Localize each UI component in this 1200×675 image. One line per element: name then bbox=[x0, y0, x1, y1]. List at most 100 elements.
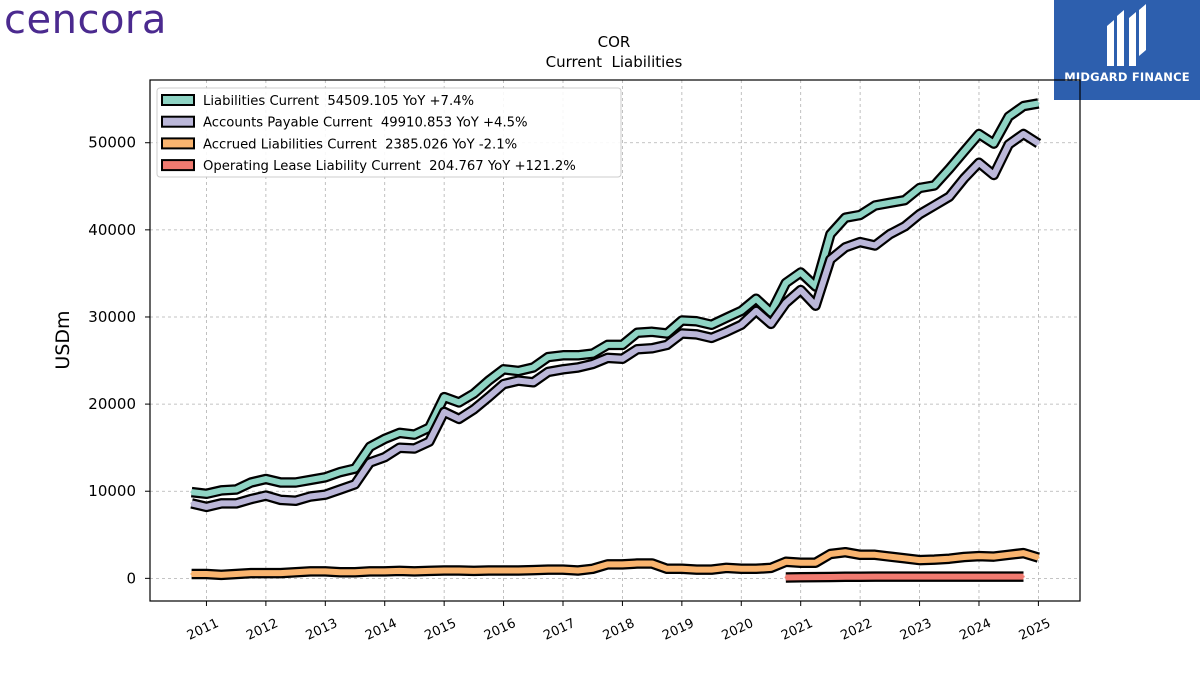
data-point bbox=[383, 570, 386, 573]
data-point bbox=[413, 447, 416, 450]
data-point bbox=[561, 368, 565, 371]
data-point bbox=[309, 570, 312, 573]
data-point bbox=[784, 281, 787, 285]
data-point bbox=[977, 554, 981, 558]
x-tick-label: 2014 bbox=[363, 616, 399, 644]
x-tick-label: 2025 bbox=[1017, 616, 1053, 644]
data-point bbox=[650, 562, 654, 565]
data-point bbox=[933, 184, 936, 187]
data-point bbox=[1037, 102, 1040, 105]
x-tick-label: 2024 bbox=[957, 616, 993, 644]
legend-label: Accounts Payable Current 49910.853 YoY +… bbox=[203, 116, 528, 131]
data-point bbox=[1007, 553, 1010, 556]
data-point bbox=[532, 381, 535, 384]
series-2 bbox=[190, 546, 1040, 581]
legend-swatch bbox=[161, 159, 195, 172]
data-point bbox=[710, 336, 713, 340]
legend-swatch bbox=[161, 137, 195, 150]
data-point bbox=[933, 204, 936, 207]
data-point bbox=[309, 478, 312, 482]
x-tick-label: 2021 bbox=[779, 616, 815, 644]
data-point bbox=[220, 489, 223, 492]
data-point bbox=[443, 569, 446, 572]
data-point bbox=[948, 195, 951, 198]
data-point bbox=[324, 493, 327, 496]
y-tick-label: 10000 bbox=[88, 482, 136, 500]
plot-area-frame bbox=[149, 79, 1081, 602]
data-point bbox=[339, 488, 342, 491]
data-point bbox=[1022, 132, 1025, 136]
data-point bbox=[962, 555, 966, 559]
data-point bbox=[368, 445, 372, 448]
data-point bbox=[621, 343, 624, 347]
y-tick-label: 40000 bbox=[88, 221, 136, 239]
data-point bbox=[754, 567, 758, 570]
data-point bbox=[754, 297, 758, 300]
data-point bbox=[324, 476, 327, 479]
data-point bbox=[309, 495, 312, 498]
data-point bbox=[249, 571, 253, 575]
data-point bbox=[992, 575, 995, 578]
data-point bbox=[532, 568, 535, 572]
data-point bbox=[190, 502, 193, 505]
data-point bbox=[814, 304, 817, 307]
data-point bbox=[517, 369, 520, 373]
data-point bbox=[561, 568, 565, 571]
data-point bbox=[368, 461, 372, 464]
data-point bbox=[205, 505, 208, 509]
data-point bbox=[353, 467, 357, 470]
data-point bbox=[443, 410, 446, 414]
data-point bbox=[339, 470, 342, 474]
data-point bbox=[517, 569, 520, 572]
data-point bbox=[977, 575, 981, 578]
data-point bbox=[665, 332, 669, 335]
data-point bbox=[1022, 104, 1025, 108]
data-point bbox=[903, 557, 906, 560]
data-point bbox=[398, 431, 401, 435]
data-point bbox=[264, 571, 268, 575]
data-point bbox=[962, 150, 966, 153]
data-point bbox=[591, 352, 594, 355]
legend-swatch bbox=[161, 115, 195, 128]
data-point bbox=[205, 492, 208, 495]
legend-label: Accrued Liabilities Current 2385.026 YoY… bbox=[203, 137, 517, 152]
data-point bbox=[992, 142, 995, 145]
chart-title: COR bbox=[598, 33, 631, 51]
data-point bbox=[472, 569, 476, 573]
data-point bbox=[710, 568, 713, 571]
data-point bbox=[933, 575, 936, 578]
data-point bbox=[918, 186, 921, 190]
data-point bbox=[858, 213, 862, 217]
series-line bbox=[190, 131, 1041, 510]
data-point bbox=[383, 437, 386, 441]
data-point bbox=[190, 572, 193, 576]
data-point bbox=[829, 233, 832, 236]
data-point bbox=[621, 357, 624, 360]
data-point bbox=[799, 576, 802, 579]
data-point bbox=[368, 570, 372, 573]
data-point bbox=[650, 330, 654, 333]
data-point bbox=[636, 348, 639, 351]
data-point bbox=[977, 161, 981, 164]
data-point bbox=[962, 575, 966, 578]
x-tick-label: 2023 bbox=[898, 616, 934, 644]
data-point bbox=[205, 572, 208, 576]
data-point bbox=[457, 417, 461, 421]
data-point bbox=[235, 502, 238, 505]
data-point bbox=[264, 494, 268, 497]
data-point bbox=[546, 568, 550, 571]
data-point bbox=[398, 569, 401, 573]
data-point bbox=[888, 575, 891, 578]
data-point bbox=[279, 481, 282, 484]
series-1 bbox=[190, 128, 1042, 513]
series-0 bbox=[190, 98, 1040, 500]
data-point bbox=[457, 401, 461, 404]
data-point bbox=[903, 199, 906, 202]
data-point bbox=[829, 575, 832, 579]
data-point bbox=[457, 569, 461, 572]
legend-label: Liabilities Current 54509.105 YoY +7.4% bbox=[203, 94, 474, 109]
data-point bbox=[769, 311, 773, 314]
data-point bbox=[918, 575, 921, 578]
data-point bbox=[339, 571, 342, 574]
